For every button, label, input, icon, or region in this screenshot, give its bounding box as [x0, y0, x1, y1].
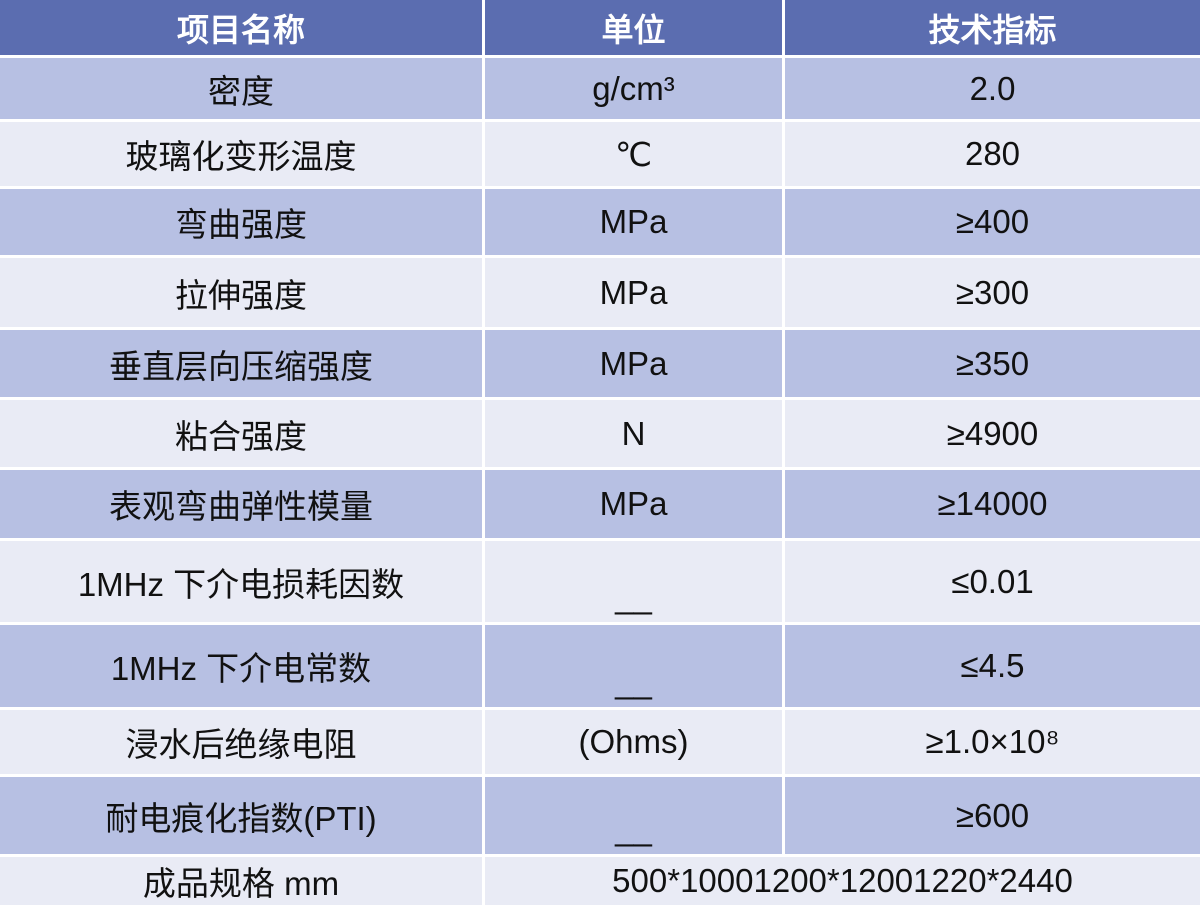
row-item-name: 表观弯曲弹性模量 — [0, 470, 482, 538]
row-unit: (Ohms) — [485, 710, 782, 774]
row-spec: 2.0 — [785, 58, 1200, 119]
row-spec: ≥400 — [785, 189, 1200, 255]
header-item-name: 项目名称 — [0, 0, 482, 55]
row-spec: ≥14000 — [785, 470, 1200, 538]
row-item-name: 1MHz 下介电损耗因数 — [0, 541, 482, 622]
row-spec: 280 — [785, 122, 1200, 186]
row-unit: __ — [485, 541, 782, 622]
row-spec: ≥350 — [785, 330, 1200, 397]
row-spec: ≥1.0×10⁸ — [785, 710, 1200, 774]
row-item-name: 垂直层向压缩强度 — [0, 330, 482, 397]
row-item-name: 浸水后绝缘电阻 — [0, 710, 482, 774]
row-item-name: 弯曲强度 — [0, 189, 482, 255]
footer-item-name: 成品规格 mm — [0, 857, 482, 905]
row-unit: g/cm³ — [485, 58, 782, 119]
row-unit: N — [485, 400, 782, 467]
row-unit: MPa — [485, 470, 782, 538]
row-unit: MPa — [485, 258, 782, 327]
row-unit: __ — [485, 625, 782, 707]
row-spec: ≤4.5 — [785, 625, 1200, 707]
row-item-name: 粘合强度 — [0, 400, 482, 467]
row-spec: ≥300 — [785, 258, 1200, 327]
header-unit: 单位 — [485, 0, 782, 55]
row-unit: MPa — [485, 189, 782, 255]
row-spec: ≥600 — [785, 777, 1200, 854]
row-unit: ℃ — [485, 122, 782, 186]
row-unit: MPa — [485, 330, 782, 397]
row-unit: __ — [485, 777, 782, 854]
row-item-name: 玻璃化变形温度 — [0, 122, 482, 186]
row-item-name: 拉伸强度 — [0, 258, 482, 327]
row-spec: ≥4900 — [785, 400, 1200, 467]
row-item-name: 密度 — [0, 58, 482, 119]
row-spec: ≤0.01 — [785, 541, 1200, 622]
row-item-name: 耐电痕化指数(PTI) — [0, 777, 482, 854]
footer-spec: 500*10001200*12001220*2440 — [485, 857, 1200, 905]
header-spec: 技术指标 — [785, 0, 1200, 55]
row-item-name: 1MHz 下介电常数 — [0, 625, 482, 707]
